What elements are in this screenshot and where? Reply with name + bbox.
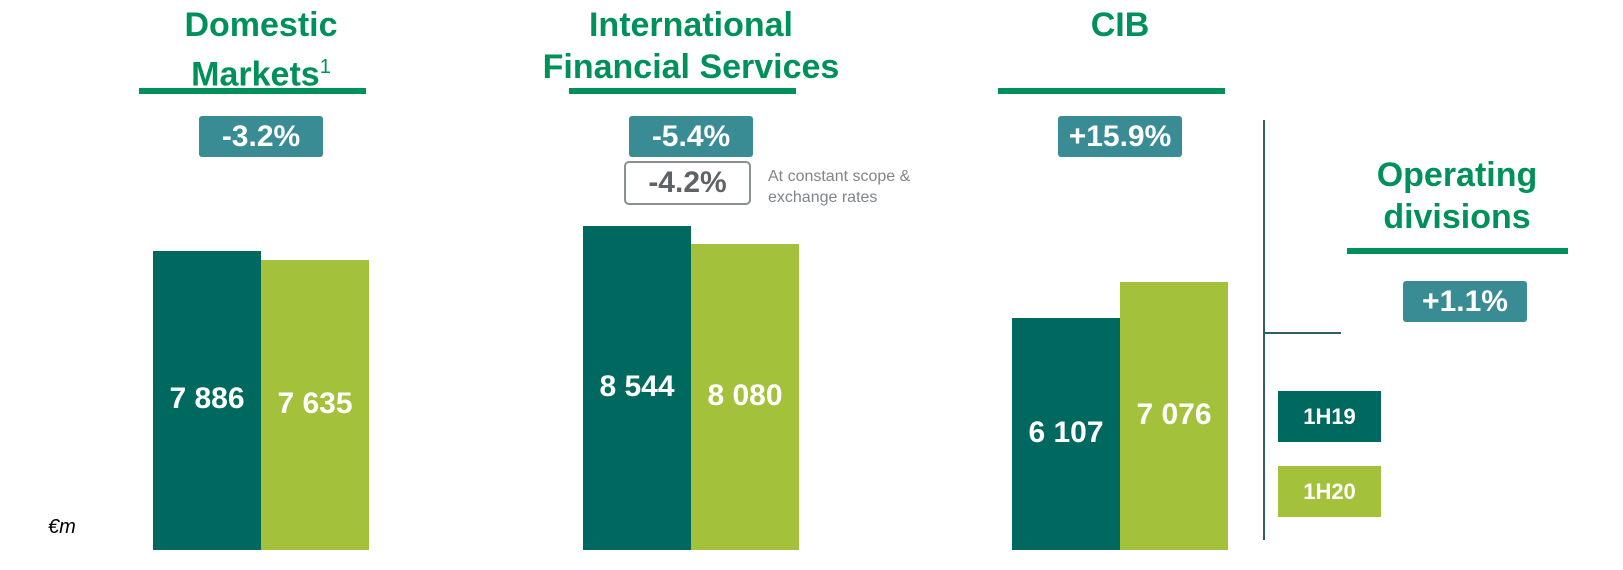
bar xyxy=(583,226,691,550)
unit: €m xyxy=(48,516,76,538)
value-label: 8 544 xyxy=(599,370,675,403)
value-label: 7 635 xyxy=(277,387,353,421)
bar xyxy=(1012,318,1120,550)
total-title: Operating divisions xyxy=(1376,156,1538,236)
divider xyxy=(1263,120,1265,540)
panel-title: International Financial Services xyxy=(521,4,861,88)
bar xyxy=(1120,281,1228,550)
panel-title: Domestic Markets1 xyxy=(146,4,376,95)
change-badge: -5.4% xyxy=(629,116,753,157)
title-rule xyxy=(1347,248,1568,254)
value-label: 6 107 xyxy=(1028,416,1104,450)
bar xyxy=(691,243,799,550)
title-text: Domestic Markets xyxy=(184,6,338,94)
change-badge: +15.9% xyxy=(1058,116,1182,157)
note: At constant scope & exchange rates xyxy=(768,168,911,206)
legend-item: 1H19 xyxy=(1278,391,1381,442)
title-rule xyxy=(139,88,366,94)
value-label: 7 076 xyxy=(1136,397,1212,431)
legend-item: 1H20 xyxy=(1278,466,1381,517)
bar xyxy=(261,260,369,550)
title-rule xyxy=(569,88,796,94)
panel-title: CIB xyxy=(950,4,1290,46)
change-constant: -4.2% xyxy=(624,161,751,205)
title-text: CIB xyxy=(1090,6,1150,44)
title-rule xyxy=(998,88,1225,94)
title-text: International Financial Services xyxy=(542,6,840,86)
value-label: 7 886 xyxy=(169,382,245,416)
value-label: 8 080 xyxy=(707,378,783,412)
bar xyxy=(153,250,261,550)
total-change: +1.1% xyxy=(1403,281,1527,322)
change-badge: -3.2% xyxy=(199,116,323,157)
footnote: 1 xyxy=(319,56,331,78)
divider xyxy=(1264,332,1341,334)
